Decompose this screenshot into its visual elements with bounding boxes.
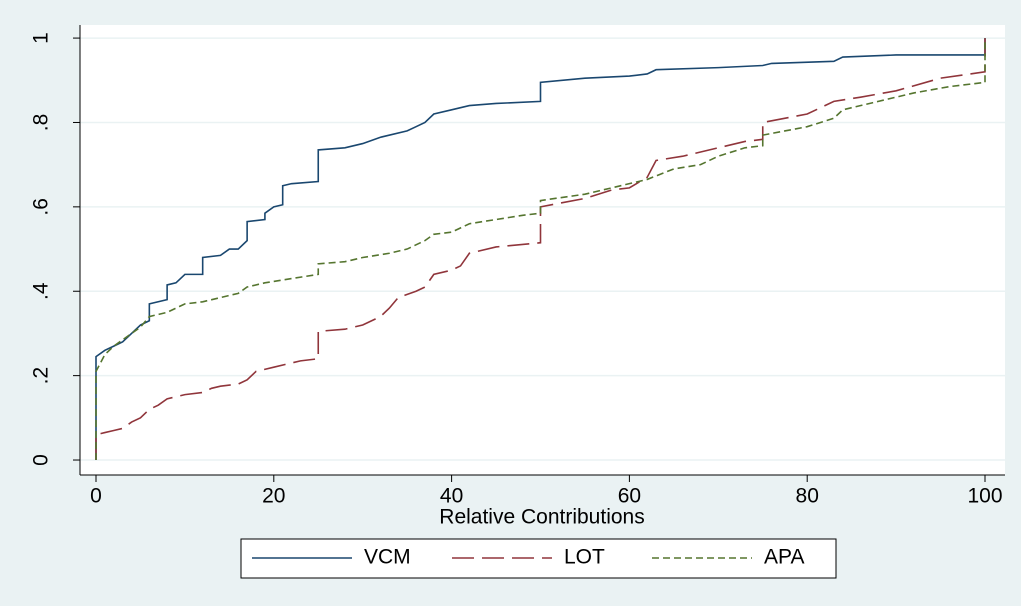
series-line bbox=[95, 38, 986, 461]
y-tick-label: 1 bbox=[30, 32, 53, 44]
x-tick-label: 40 bbox=[440, 485, 463, 508]
series-line bbox=[95, 38, 986, 461]
y-tick-label: .2 bbox=[30, 367, 53, 385]
x-tick-label: 80 bbox=[796, 485, 819, 508]
legend-label: LOT bbox=[564, 546, 605, 569]
y-tick-label: .6 bbox=[30, 198, 53, 216]
x-axis-label: Relative Contributions bbox=[439, 506, 644, 529]
x-tick-label: 20 bbox=[262, 485, 285, 508]
legend-label: APA bbox=[764, 546, 804, 569]
x-tick-label: 60 bbox=[618, 485, 641, 508]
y-tick-label: .8 bbox=[30, 114, 53, 132]
y-tick-label: .4 bbox=[30, 282, 53, 300]
legend-label: VCM bbox=[364, 546, 411, 569]
x-tick-label: 100 bbox=[967, 485, 1002, 508]
y-tick-label: 0 bbox=[30, 454, 53, 466]
series-line bbox=[95, 38, 986, 461]
plot-area bbox=[80, 25, 1005, 475]
x-tick-label: 0 bbox=[90, 485, 102, 508]
